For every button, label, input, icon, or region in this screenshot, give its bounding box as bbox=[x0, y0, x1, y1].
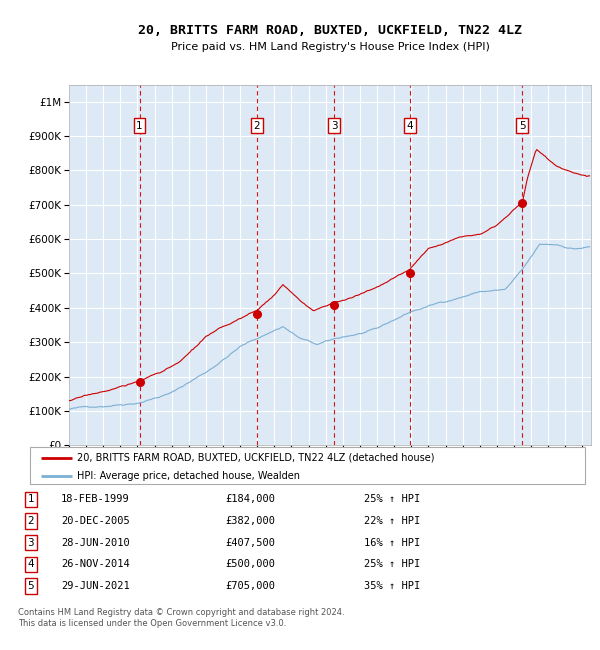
Text: £500,000: £500,000 bbox=[226, 559, 275, 569]
Text: 28-JUN-2010: 28-JUN-2010 bbox=[61, 538, 130, 547]
Text: 20, BRITTS FARM ROAD, BUXTED, UCKFIELD, TN22 4LZ (detached house): 20, BRITTS FARM ROAD, BUXTED, UCKFIELD, … bbox=[77, 452, 434, 463]
Text: 20, BRITTS FARM ROAD, BUXTED, UCKFIELD, TN22 4LZ: 20, BRITTS FARM ROAD, BUXTED, UCKFIELD, … bbox=[138, 24, 522, 37]
Text: 29-JUN-2021: 29-JUN-2021 bbox=[61, 581, 130, 591]
Text: 25% ↑ HPI: 25% ↑ HPI bbox=[364, 494, 420, 504]
Text: 3: 3 bbox=[28, 538, 34, 547]
Text: £705,000: £705,000 bbox=[226, 581, 275, 591]
Text: 20-DEC-2005: 20-DEC-2005 bbox=[61, 516, 130, 526]
Text: £184,000: £184,000 bbox=[226, 494, 275, 504]
Text: 16% ↑ HPI: 16% ↑ HPI bbox=[364, 538, 420, 547]
Text: 2: 2 bbox=[253, 121, 260, 131]
Text: 1: 1 bbox=[136, 121, 143, 131]
Text: 18-FEB-1999: 18-FEB-1999 bbox=[61, 494, 130, 504]
Text: £382,000: £382,000 bbox=[226, 516, 275, 526]
Text: 2: 2 bbox=[28, 516, 34, 526]
Text: 26-NOV-2014: 26-NOV-2014 bbox=[61, 559, 130, 569]
Text: 5: 5 bbox=[519, 121, 526, 131]
Text: 4: 4 bbox=[406, 121, 413, 131]
Text: 25% ↑ HPI: 25% ↑ HPI bbox=[364, 559, 420, 569]
Text: £407,500: £407,500 bbox=[226, 538, 275, 547]
Text: 1: 1 bbox=[28, 494, 34, 504]
Text: 22% ↑ HPI: 22% ↑ HPI bbox=[364, 516, 420, 526]
Text: Price paid vs. HM Land Registry's House Price Index (HPI): Price paid vs. HM Land Registry's House … bbox=[170, 42, 490, 53]
Text: 4: 4 bbox=[28, 559, 34, 569]
Text: HPI: Average price, detached house, Wealden: HPI: Average price, detached house, Weal… bbox=[77, 471, 300, 481]
Text: This data is licensed under the Open Government Licence v3.0.: This data is licensed under the Open Gov… bbox=[18, 619, 286, 629]
Text: 5: 5 bbox=[28, 581, 34, 591]
Text: 35% ↑ HPI: 35% ↑ HPI bbox=[364, 581, 420, 591]
Text: 3: 3 bbox=[331, 121, 337, 131]
FancyBboxPatch shape bbox=[30, 447, 585, 484]
Text: Contains HM Land Registry data © Crown copyright and database right 2024.: Contains HM Land Registry data © Crown c… bbox=[18, 608, 344, 617]
